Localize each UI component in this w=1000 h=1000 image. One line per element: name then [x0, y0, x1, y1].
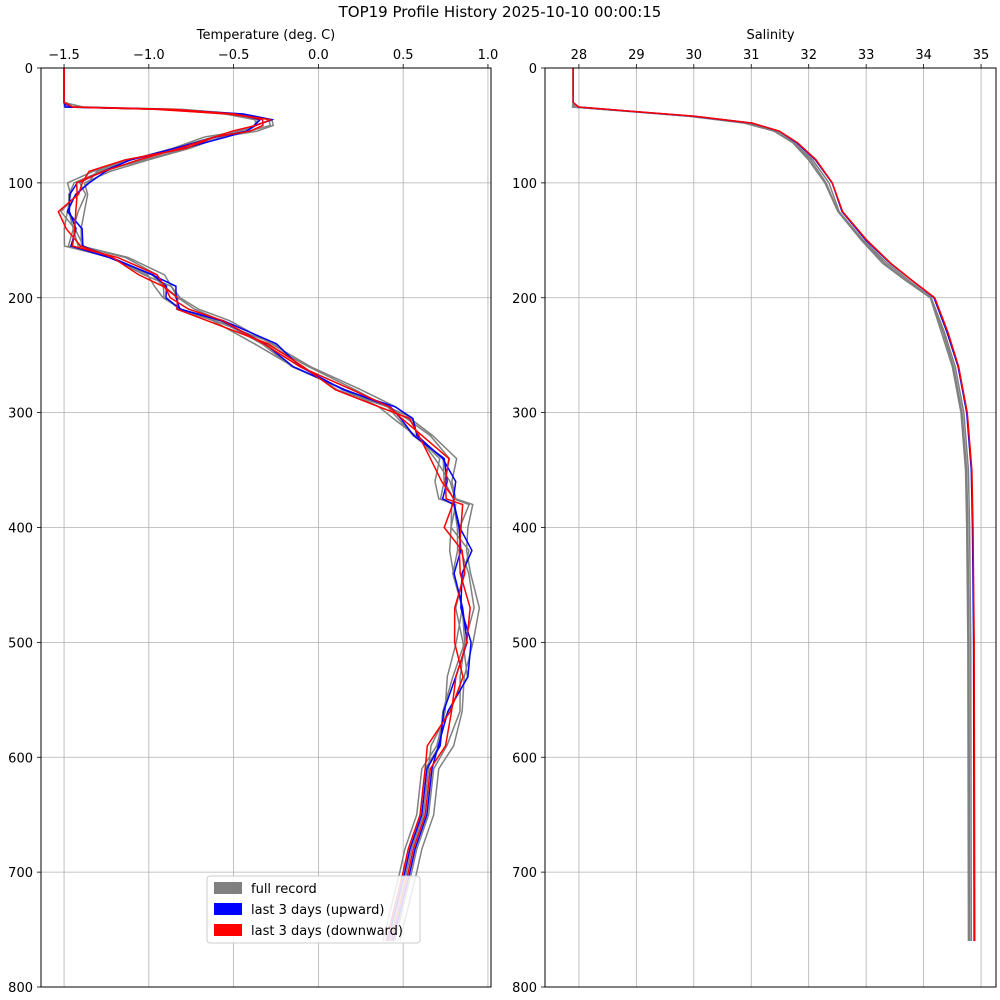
y-tick-label: 700: [512, 866, 537, 881]
y-tick-label: 400: [512, 522, 537, 537]
figure-title: TOP19 Profile History 2025-10-10 00:00:1…: [338, 3, 662, 21]
x-tick-label: 33: [858, 48, 875, 63]
series-line-full-record: [572, 68, 971, 942]
axes-frame: [544, 67, 997, 988]
panel-salinity: 28 29 30 31 32 33 34 35 0 100 200 300 400 500 600 700 80…: [512, 28, 997, 996]
y-tick-label: 600: [512, 751, 537, 766]
x-tick-label: 0.0: [308, 48, 329, 63]
legend: full record last 3 days (upward) last 3 …: [206, 875, 421, 944]
y-tick-label: 400: [8, 522, 33, 537]
series-lines: [57, 68, 481, 942]
x-tick-label: 31: [743, 48, 760, 63]
axes-frame: [40, 67, 492, 988]
x-tick-label: 35: [973, 48, 990, 63]
series-line-last-3-days-upward-: [63, 68, 468, 942]
legend-label-upward: last 3 days (upward): [251, 903, 384, 918]
x-axis-label: Salinity: [746, 28, 794, 43]
y-tick-label: 300: [8, 407, 33, 422]
legend-box: [206, 875, 421, 944]
legend-swatch-upward: [214, 903, 242, 915]
x-tick-label: −1.5: [48, 48, 80, 63]
y-tick-label: 600: [8, 751, 33, 766]
x-tick-label: 28: [571, 48, 588, 63]
x-tick-label: 30: [686, 48, 703, 63]
x-tick-label: −0.5: [218, 48, 250, 63]
series-lines: [571, 68, 976, 942]
legend-swatch-downward: [214, 924, 242, 936]
series-line-full-record: [63, 68, 475, 942]
series-line-last-3-days-downward-: [63, 68, 471, 942]
panel-temperature: −1.5 −1.0 −0.5 0.0 0.5 1.0 0 100 200 300 400 500 600…: [8, 28, 498, 996]
legend-label-downward: last 3 days (downward): [251, 924, 403, 939]
series-line-full-record: [572, 68, 973, 942]
y-tick-label: 0: [529, 62, 537, 77]
x-tick-label: 34: [915, 48, 932, 63]
y-tick-label: 100: [8, 177, 33, 192]
legend-label-full-record: full record: [251, 882, 317, 897]
series-line-last-3-days-upward-: [63, 68, 473, 942]
series-line-last-3-days-downward-: [572, 68, 976, 942]
series-line-full-record: [59, 68, 470, 942]
x-tick-label: 0.5: [393, 48, 414, 63]
y-tick-label: 800: [8, 981, 33, 996]
y-tick-label: 200: [8, 292, 33, 307]
x-tick-label: 29: [628, 48, 645, 63]
x-tick-label: −1.0: [133, 48, 165, 63]
series-line-full-record: [63, 68, 466, 942]
x-axis-label: Temperature (deg. C): [196, 28, 335, 43]
y-tick-label: 200: [512, 292, 537, 307]
x-tick-label: 32: [800, 48, 817, 63]
y-tick-label: 300: [512, 407, 537, 422]
series-line-full-record: [571, 68, 970, 942]
x-tick-label: 1.0: [478, 48, 499, 63]
y-tick-label: 700: [8, 866, 33, 881]
series-line-last-3-days-downward-: [57, 68, 466, 942]
y-tick-label: 500: [8, 636, 33, 651]
legend-swatch-full-record: [214, 882, 242, 894]
y-tick-label: 500: [512, 636, 537, 651]
series-line-last-3-days-upward-: [572, 68, 975, 942]
y-tick-label: 100: [512, 177, 537, 192]
y-tick-label: 0: [25, 62, 33, 77]
series-line-full-record: [63, 68, 464, 942]
y-tick-label: 800: [512, 981, 537, 996]
